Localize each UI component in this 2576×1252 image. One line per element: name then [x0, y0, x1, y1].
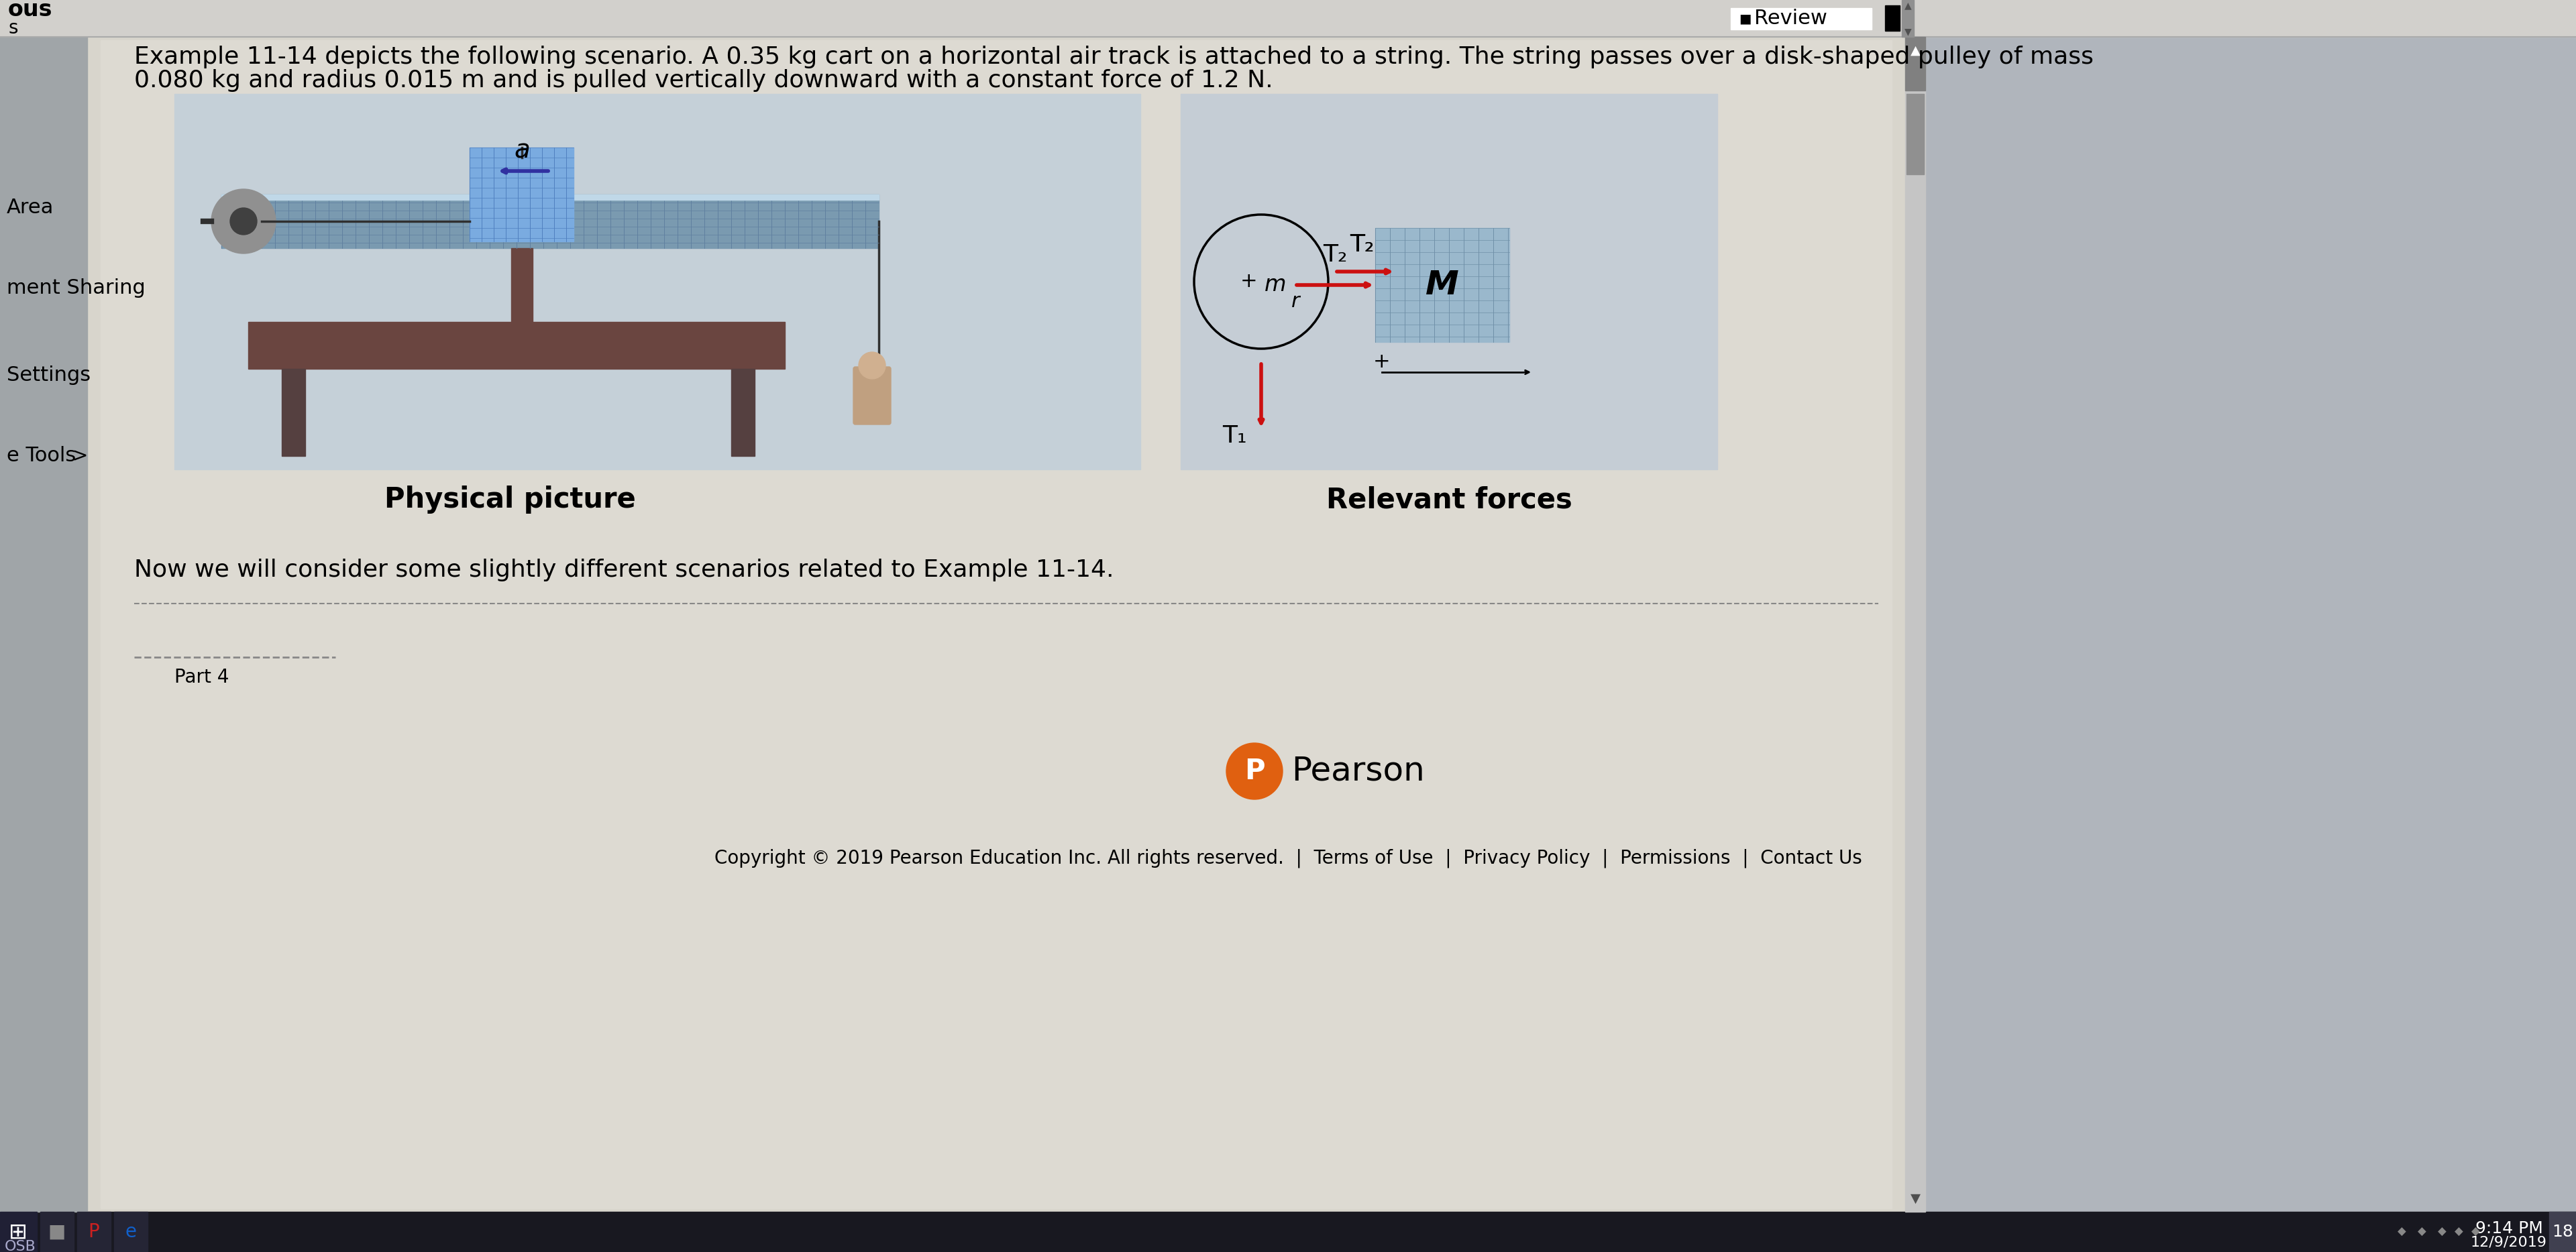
Text: ▼: ▼ [1911, 1192, 1919, 1204]
Text: ◆: ◆ [2416, 1226, 2427, 1238]
Bar [469, 148, 574, 242]
Text: P: P [1244, 757, 1265, 785]
Text: m: m [1265, 274, 1285, 295]
FancyBboxPatch shape [853, 367, 891, 424]
Text: Example 11-14 depicts the following scenario. A 0.35 kg cart on a horizontal air: Example 11-14 depicts the following scen… [134, 45, 2094, 69]
Bar [1731, 8, 1873, 30]
Bar [113, 1212, 147, 1252]
Bar [1901, 0, 1914, 36]
Bar [1906, 36, 1924, 1212]
Bar [222, 194, 878, 200]
Bar [175, 94, 1141, 470]
Bar [1886, 5, 1901, 31]
Text: ■: ■ [1739, 13, 1752, 25]
Text: ous: ous [8, 0, 52, 21]
Text: T₂: T₂ [1350, 233, 1373, 257]
Bar [41, 1212, 75, 1252]
Text: ◆: ◆ [2398, 1226, 2406, 1238]
Text: 0.080 kg and radius 0.015 m and is pulled vertically downward with a constant fo: 0.080 kg and radius 0.015 m and is pulle… [134, 69, 1273, 91]
Text: 18: 18 [2553, 1224, 2573, 1239]
Text: ▲: ▲ [1904, 1, 1911, 10]
Circle shape [229, 208, 258, 234]
Text: T₂: T₂ [1321, 243, 1347, 267]
Bar [247, 322, 786, 369]
Circle shape [211, 189, 276, 253]
Bar [510, 248, 533, 322]
Bar [1376, 228, 1510, 342]
Text: M: M [1425, 269, 1458, 300]
Circle shape [1226, 742, 1283, 799]
Bar [0, 36, 88, 1212]
Text: Review: Review [1754, 9, 1826, 29]
Bar [77, 1212, 111, 1252]
Text: Area: Area [8, 198, 54, 218]
Text: Part 4: Part 4 [175, 667, 229, 686]
Text: ment Sharing: ment Sharing [8, 279, 144, 298]
Text: P: P [88, 1222, 100, 1241]
Bar [88, 36, 1906, 1212]
Bar [0, 0, 2576, 36]
Text: ▼: ▼ [1904, 26, 1911, 36]
Text: r: r [1291, 292, 1301, 312]
Text: ■: ■ [49, 1222, 67, 1241]
Text: >: > [72, 447, 88, 466]
Text: T₂: T₂ [1350, 233, 1373, 257]
Bar [732, 369, 755, 456]
Bar [1180, 94, 1718, 470]
Text: T₁: T₁ [1221, 424, 1247, 447]
Text: Relevant forces: Relevant forces [1327, 486, 1571, 513]
Bar [1906, 36, 1924, 90]
Text: ⊞: ⊞ [8, 1221, 28, 1243]
Bar [281, 369, 304, 456]
Text: 9:14 PM: 9:14 PM [2476, 1221, 2543, 1237]
Text: OSB: OSB [5, 1239, 36, 1252]
Bar [2550, 1212, 2576, 1252]
Text: ◆: ◆ [2437, 1226, 2447, 1238]
Bar [100, 40, 1891, 1208]
Circle shape [858, 352, 886, 379]
Text: +: + [1242, 272, 1257, 292]
Bar [0, 1212, 36, 1252]
Text: Physical picture: Physical picture [384, 486, 636, 513]
Text: s: s [8, 19, 18, 38]
Text: Now we will consider some slightly different scenarios related to Example 11-14.: Now we will consider some slightly diffe… [134, 558, 1113, 581]
Bar [222, 194, 878, 248]
Text: Settings: Settings [8, 366, 90, 386]
Text: e: e [126, 1222, 137, 1241]
Text: e Tools: e Tools [8, 446, 75, 466]
Text: ▲: ▲ [1911, 44, 1919, 56]
Text: Copyright © 2019 Pearson Education Inc. All rights reserved.  |  Terms of Use  |: Copyright © 2019 Pearson Education Inc. … [714, 849, 1862, 868]
Text: ◆: ◆ [2455, 1226, 2463, 1238]
Text: Pearson: Pearson [1291, 755, 1425, 788]
Bar [0, 1212, 2576, 1252]
Text: a: a [513, 138, 531, 164]
Text: +: + [1373, 352, 1391, 372]
Text: ◆: ◆ [2470, 1226, 2481, 1238]
Text: 12/9/2019: 12/9/2019 [2470, 1236, 2548, 1248]
Bar [1906, 94, 1924, 174]
